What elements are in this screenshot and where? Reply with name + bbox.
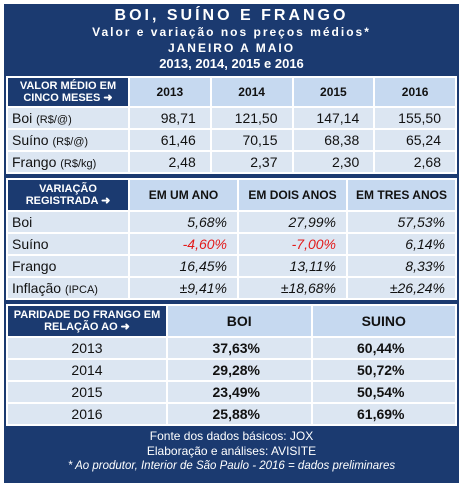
header-row: PARIDADE DO FRANGO EM RELAÇÃO AO ➜ BOI SUI…: [6, 304, 457, 338]
row: Frango (R$/kg) 2,48 2,37 2,30 2,68: [6, 150, 457, 174]
value: 60,44%: [310, 336, 457, 360]
column-header: 2014: [209, 76, 294, 108]
value: ±18,68%: [237, 276, 348, 300]
section-label: VALOR MÉDIO EM CINCO MESES ➜: [6, 76, 130, 108]
parity-table: PARIDADE DO FRANGO EM RELAÇÃO AO ➜ BOI SUI…: [6, 304, 457, 426]
note: * Ao produtor, Interior de São Paulo - 2…: [67, 460, 396, 472]
row: Inflação (IPCA) ±9,41% ±18,68% ±26,24%: [6, 276, 457, 300]
value: 2,37: [209, 150, 294, 174]
column-header: 2013: [128, 76, 212, 108]
value: 27,99%: [237, 210, 348, 234]
row-name: Suíno: [12, 132, 49, 148]
section-label: VARIAÇÃO REGISTRADA ➜: [6, 178, 130, 212]
row-unit: (R$/kg): [60, 158, 97, 170]
column-header: BOI: [166, 304, 313, 338]
variation-table: VARIAÇÃO REGISTRADA ➜ EM UM ANO EM DOIS AN…: [6, 178, 457, 300]
row-unit: (R$/@): [52, 136, 89, 148]
column-header: 2016: [373, 76, 457, 108]
header: BOI, SUÍNO E FRANGO Valor e variação nos…: [4, 4, 459, 76]
value: 2,30: [291, 150, 376, 174]
value: 16,45%: [128, 254, 239, 278]
value: 65,24: [373, 128, 457, 152]
row-label: Boi: [6, 210, 130, 234]
value: 61,69%: [310, 402, 457, 426]
value: 61,46: [128, 128, 212, 152]
row-name: Inflação: [12, 280, 62, 296]
value: 121,50: [209, 106, 294, 130]
row: Boi 5,68% 27,99% 57,53%: [6, 210, 457, 234]
value: 13,11%: [237, 254, 348, 278]
row-name: Boi: [12, 214, 33, 230]
row-name: Boi: [12, 110, 33, 126]
row-name: 2015: [71, 384, 103, 400]
value: 2,48: [128, 150, 212, 174]
row-name: 2013: [71, 340, 103, 356]
value: 98,71: [128, 106, 212, 130]
column-header: EM DOIS ANOS: [237, 178, 348, 212]
value: 68,38: [291, 128, 376, 152]
row-unit: (R$/@): [36, 114, 72, 126]
row-label: Suíno (R$/@): [6, 128, 130, 152]
infographic: BOI, SUÍNO E FRANGO Valor e variação nos…: [4, 4, 459, 483]
value: 8,33%: [346, 254, 457, 278]
row-unit: (IPCA): [64, 284, 98, 296]
section-label: PARIDADE DO FRANGO EM RELAÇÃO AO ➜: [6, 304, 168, 338]
value: -7,00%: [237, 232, 348, 256]
value: -4,60%: [128, 232, 239, 256]
header-row: VALOR MÉDIO EM CINCO MESES ➜ 2013 2014 2015…: [6, 76, 457, 108]
prices-table: VALOR MÉDIO EM CINCO MESES ➜ 2013 2014 2015…: [6, 76, 457, 174]
row: Suíno (R$/@) 61,46 70,15 68,38 65,24: [6, 128, 457, 152]
row: Boi (R$/@) 98,71 121,50 147,14 155,50: [6, 106, 457, 130]
value: 5,68%: [128, 210, 239, 234]
row-label: 2016: [6, 402, 168, 426]
value: 2,68: [373, 150, 457, 174]
row-label: Suíno: [6, 232, 130, 256]
value: ±9,41%: [128, 276, 239, 300]
value: 70,15: [209, 128, 294, 152]
row-name: Frango: [12, 154, 57, 170]
row: 2015 23,49% 50,54%: [6, 380, 457, 404]
column-header: SUINO: [310, 304, 457, 338]
years: 2013, 2014, 2015 e 2016: [159, 56, 304, 71]
row: 2013 37,63% 60,44%: [6, 336, 457, 360]
row-name: 2016: [71, 406, 103, 422]
footer: Fonte dos dados básicos: JOX Elaboração …: [4, 426, 459, 474]
value: 25,88%: [166, 402, 313, 426]
row-label: Boi (R$/@): [6, 106, 130, 130]
source: Fonte dos dados básicos: JOX: [149, 429, 314, 443]
row-label: Frango (R$/kg): [6, 150, 130, 174]
value: 23,49%: [166, 380, 313, 404]
row-name: Frango: [12, 258, 57, 274]
value: 50,54%: [310, 380, 457, 404]
subtitle: Valor e variação nos preços médios*: [92, 25, 371, 39]
value: 29,28%: [166, 358, 313, 382]
column-header: EM TRES ANOS: [346, 178, 457, 212]
row: Suíno -4,60% -7,00% 6,14%: [6, 232, 457, 256]
value: 6,14%: [346, 232, 457, 256]
value: 50,72%: [310, 358, 457, 382]
row-label: 2014: [6, 358, 168, 382]
row: 2016 25,88% 61,69%: [6, 402, 457, 426]
row-name: 2014: [71, 362, 103, 378]
value: 155,50: [373, 106, 457, 130]
value: 57,53%: [346, 210, 457, 234]
period: JANEIRO A MAIO: [167, 41, 296, 55]
row-label: 2013: [6, 336, 168, 360]
row-label: Inflação (IPCA): [6, 276, 130, 300]
value: 147,14: [291, 106, 376, 130]
value: 37,63%: [166, 336, 313, 360]
analysis: Elaboração e análises: AVISITE: [146, 444, 317, 458]
column-header: EM UM ANO: [128, 178, 239, 212]
title: BOI, SUÍNO E FRANGO: [114, 7, 349, 24]
value: ±26,24%: [346, 276, 457, 300]
row: 2014 29,28% 50,72%: [6, 358, 457, 382]
row-name: Suíno: [12, 236, 49, 252]
column-header: 2015: [291, 76, 376, 108]
row: Frango 16,45% 13,11% 8,33%: [6, 254, 457, 278]
header-row: VARIAÇÃO REGISTRADA ➜ EM UM ANO EM DOIS AN…: [6, 178, 457, 212]
row-label: 2015: [6, 380, 168, 404]
row-label: Frango: [6, 254, 130, 278]
